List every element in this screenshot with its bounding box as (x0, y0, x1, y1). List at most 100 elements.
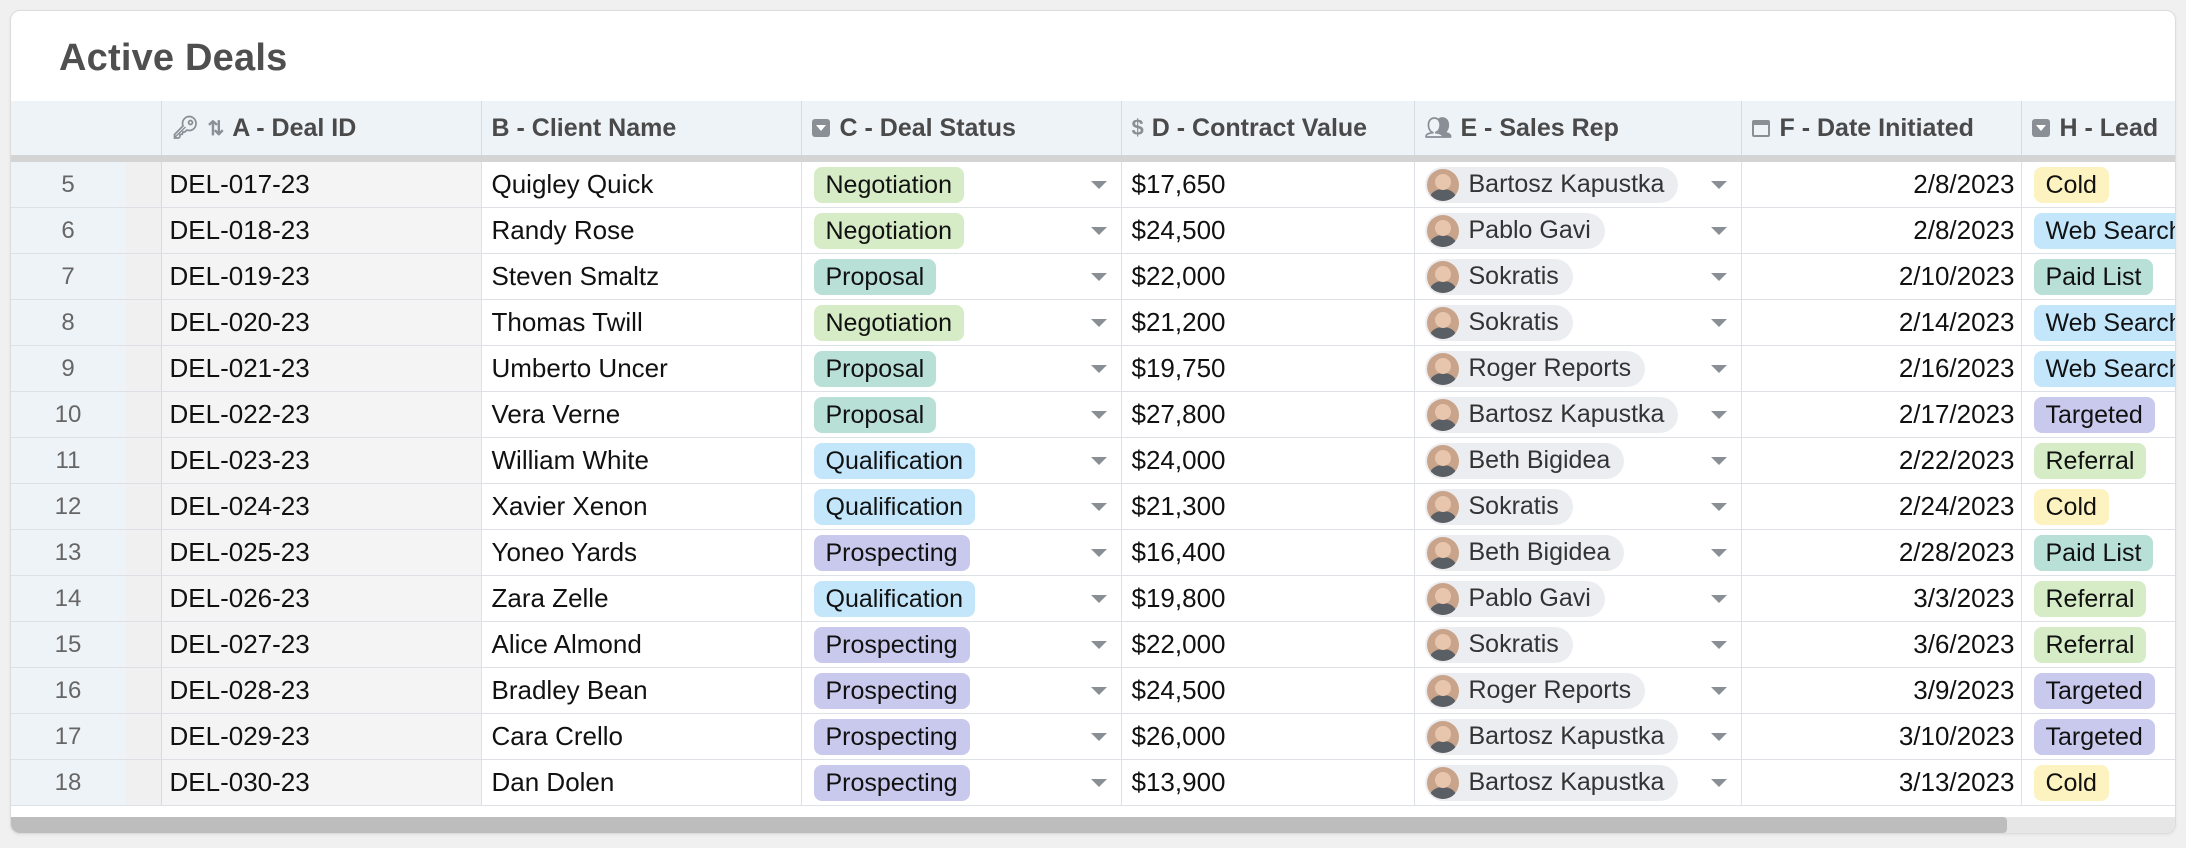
deal-status-cell[interactable]: Proposal (801, 391, 1122, 438)
chevron-down-icon[interactable] (1090, 364, 1107, 373)
column-header-date-initiated[interactable]: F - Date Initiated (1741, 101, 2022, 162)
date-initiated-cell[interactable]: 2/8/2023 (1741, 158, 2022, 208)
contract-value-cell[interactable]: $19,750 (1121, 345, 1415, 392)
chevron-down-icon[interactable] (1710, 502, 1727, 511)
lead-cell[interactable]: Web Search (2021, 345, 2175, 392)
contract-value-cell[interactable]: $24,500 (1121, 207, 1415, 254)
row-gutter[interactable] (125, 207, 162, 254)
row-gutter[interactable] (125, 713, 162, 760)
chevron-down-icon[interactable] (1710, 226, 1727, 235)
deal-id-cell[interactable]: DEL-023-23 (161, 437, 482, 484)
chevron-down-icon[interactable] (1090, 502, 1107, 511)
deal-status-cell[interactable]: Prospecting (801, 667, 1122, 714)
deal-status-cell[interactable]: Qualification (801, 483, 1122, 530)
row-gutter[interactable] (125, 345, 162, 392)
contract-value-cell[interactable]: $21,300 (1121, 483, 1415, 530)
table-row[interactable]: 17 DEL-029-23 Cara Crello Prospecting $26,00… (11, 713, 2175, 760)
lead-cell[interactable]: Web Search (2021, 299, 2175, 346)
chevron-down-icon[interactable] (1710, 640, 1727, 649)
contract-value-cell[interactable]: $17,650 (1121, 158, 1415, 208)
sales-rep-cell[interactable]: Beth Bigidea (1414, 529, 1742, 576)
sales-rep-cell[interactable]: Bartosz Kapustka (1414, 759, 1742, 806)
sales-rep-cell[interactable]: Sokratis (1414, 253, 1742, 300)
column-header-deal-status[interactable]: C - Deal Status (801, 101, 1122, 162)
row-number[interactable]: 14 (11, 575, 125, 622)
deal-id-cell[interactable]: DEL-024-23 (161, 483, 482, 530)
chevron-down-icon[interactable] (1710, 364, 1727, 373)
deal-status-cell[interactable]: Proposal (801, 253, 1122, 300)
contract-value-cell[interactable]: $24,000 (1121, 437, 1415, 484)
contract-value-cell[interactable]: $16,400 (1121, 529, 1415, 576)
lead-cell[interactable]: Web Search (2021, 207, 2175, 254)
date-initiated-cell[interactable]: 2/8/2023 (1741, 207, 2022, 254)
date-initiated-cell[interactable]: 3/9/2023 (1741, 667, 2022, 714)
row-gutter[interactable] (125, 299, 162, 346)
row-number[interactable]: 5 (11, 158, 125, 208)
lead-cell[interactable]: Cold (2021, 158, 2175, 208)
chevron-down-icon[interactable] (1710, 548, 1727, 557)
row-number[interactable]: 11 (11, 437, 125, 484)
chevron-down-icon[interactable] (1710, 180, 1727, 189)
deal-status-cell[interactable]: Prospecting (801, 621, 1122, 668)
sales-rep-cell[interactable]: Bartosz Kapustka (1414, 391, 1742, 438)
row-number[interactable]: 17 (11, 713, 125, 760)
chevron-down-icon[interactable] (1090, 732, 1107, 741)
date-initiated-cell[interactable]: 2/28/2023 (1741, 529, 2022, 576)
client-name-cell[interactable]: William White (481, 437, 802, 484)
chevron-down-icon[interactable] (1090, 548, 1107, 557)
deal-id-cell[interactable]: DEL-017-23 (161, 158, 482, 208)
chevron-down-icon[interactable] (1090, 318, 1107, 327)
deal-id-cell[interactable]: DEL-020-23 (161, 299, 482, 346)
row-number[interactable]: 13 (11, 529, 125, 576)
date-initiated-cell[interactable]: 2/24/2023 (1741, 483, 2022, 530)
deal-id-cell[interactable]: DEL-030-23 (161, 759, 482, 806)
contract-value-cell[interactable]: $24,500 (1121, 667, 1415, 714)
date-initiated-cell[interactable]: 2/17/2023 (1741, 391, 2022, 438)
client-name-cell[interactable]: Quigley Quick (481, 158, 802, 208)
contract-value-cell[interactable]: $26,000 (1121, 713, 1415, 760)
contract-value-cell[interactable]: $22,000 (1121, 621, 1415, 668)
row-gutter[interactable] (125, 437, 162, 484)
deal-id-cell[interactable]: DEL-025-23 (161, 529, 482, 576)
chevron-down-icon[interactable] (1710, 318, 1727, 327)
row-number[interactable]: 10 (11, 391, 125, 438)
column-header-deal-id[interactable]: 🔑︎ ⇅ A - Deal ID (161, 101, 482, 162)
row-number[interactable]: 15 (11, 621, 125, 668)
deal-status-cell[interactable]: Negotiation (801, 207, 1122, 254)
column-header-lead[interactable]: H - Lead (2021, 101, 2175, 162)
chevron-down-icon[interactable] (1090, 640, 1107, 649)
contract-value-cell[interactable]: $22,000 (1121, 253, 1415, 300)
date-initiated-cell[interactable]: 3/10/2023 (1741, 713, 2022, 760)
deal-id-cell[interactable]: DEL-029-23 (161, 713, 482, 760)
lead-cell[interactable]: Referral (2021, 621, 2175, 668)
client-name-cell[interactable]: Xavier Xenon (481, 483, 802, 530)
lead-cell[interactable]: Referral (2021, 575, 2175, 622)
lead-cell[interactable]: Targeted (2021, 391, 2175, 438)
row-number[interactable]: 7 (11, 253, 125, 300)
lead-cell[interactable]: Targeted (2021, 713, 2175, 760)
chevron-down-icon[interactable] (1710, 778, 1727, 787)
lead-cell[interactable]: Paid List (2021, 529, 2175, 576)
row-gutter[interactable] (125, 253, 162, 300)
chevron-down-icon[interactable] (1090, 410, 1107, 419)
row-gutter[interactable] (125, 759, 162, 806)
chevron-down-icon[interactable] (1090, 686, 1107, 695)
table-row[interactable]: 7 DEL-019-23 Steven Smaltz Proposal $22,000 S… (11, 253, 2175, 300)
column-header-sales-rep[interactable]: 👥︎ E - Sales Rep (1414, 101, 1742, 162)
chevron-down-icon[interactable] (1710, 732, 1727, 741)
row-gutter[interactable] (125, 575, 162, 622)
row-number[interactable]: 8 (11, 299, 125, 346)
lead-cell[interactable]: Referral (2021, 437, 2175, 484)
deal-id-cell[interactable]: DEL-028-23 (161, 667, 482, 714)
deal-status-cell[interactable]: Negotiation (801, 299, 1122, 346)
chevron-down-icon[interactable] (1710, 410, 1727, 419)
chevron-down-icon[interactable] (1090, 456, 1107, 465)
client-name-cell[interactable]: Yoneo Yards (481, 529, 802, 576)
row-number[interactable]: 6 (11, 207, 125, 254)
scrollbar-thumb[interactable] (11, 817, 2007, 833)
chevron-down-icon[interactable] (1710, 686, 1727, 695)
date-initiated-cell[interactable]: 3/13/2023 (1741, 759, 2022, 806)
chevron-down-icon[interactable] (1090, 594, 1107, 603)
column-header-client-name[interactable]: B - Client Name (481, 101, 802, 162)
lead-cell[interactable]: Paid List (2021, 253, 2175, 300)
